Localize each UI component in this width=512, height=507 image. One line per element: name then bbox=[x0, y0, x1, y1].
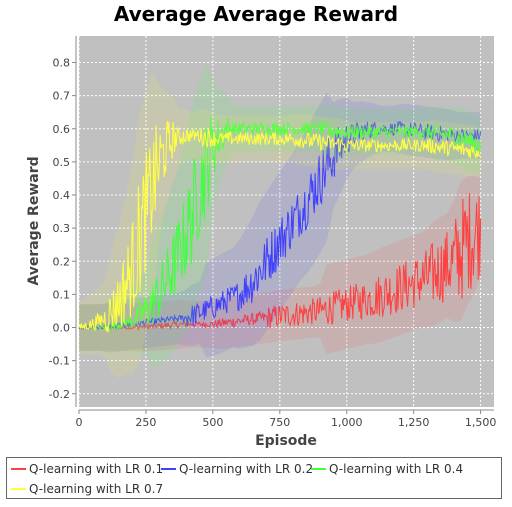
legend-item-lr-0-7: Q-learning with LR 0.7 bbox=[11, 482, 163, 496]
x-tick-label: 750 bbox=[269, 416, 290, 429]
legend-swatch bbox=[11, 487, 26, 490]
x-tick-label: 0 bbox=[76, 416, 83, 429]
y-tick-layer: -0.2 -0.1 0.0 0.1 0.2 0.3 0.4 0.5 0.6 0.7 0.8 bbox=[49, 57, 76, 401]
series-line bbox=[79, 116, 482, 331]
y-tick-label: 0.8 bbox=[53, 57, 71, 70]
legend-item-lr-0-2: Q-learning with LR 0.2 bbox=[161, 462, 313, 476]
y-tick-label: -0.1 bbox=[49, 355, 70, 368]
x-tick-label: 500 bbox=[202, 416, 223, 429]
series-group-q-learning-with-lr-0-2 bbox=[78, 92, 482, 358]
legend-item-lr-0-1: Q-learning with LR 0.1 bbox=[11, 462, 163, 476]
x-tick-label: 1,000 bbox=[331, 416, 363, 429]
legend-label: Q-learning with LR 0.7 bbox=[29, 482, 164, 496]
legend-swatch bbox=[161, 467, 176, 470]
legend-label: Q-learning with LR 0.2 bbox=[179, 462, 314, 476]
x-axis-label: Episode bbox=[255, 433, 317, 449]
y-tick-label: 0.4 bbox=[53, 189, 71, 202]
y-tick-label: -0.2 bbox=[49, 388, 70, 401]
series-band bbox=[79, 175, 481, 354]
y-tick-label: 0.5 bbox=[53, 156, 71, 169]
y-tick-label: 0.3 bbox=[53, 222, 71, 235]
series-line bbox=[78, 121, 482, 331]
series-line bbox=[78, 120, 482, 333]
plot-area bbox=[79, 36, 494, 407]
y-tick-label: 0.1 bbox=[53, 288, 71, 301]
legend-label: Q-learning with LR 0.1 bbox=[29, 462, 164, 476]
x-tick-label: 1,250 bbox=[398, 416, 430, 429]
series-group-q-learning-with-lr-0-1 bbox=[78, 175, 482, 354]
y-tick-label: 0.6 bbox=[53, 123, 71, 136]
series-group-q-learning-with-lr-0-7 bbox=[78, 72, 482, 379]
series-band bbox=[79, 62, 481, 368]
series-band bbox=[79, 92, 481, 358]
y-tick-label: 0.0 bbox=[53, 322, 71, 335]
legend-label: Q-learning with LR 0.4 bbox=[329, 462, 464, 476]
legend: Q-learning with LR 0.1 Q-learning with L… bbox=[6, 457, 502, 499]
legend-swatch bbox=[11, 467, 26, 470]
y-tick-label: 0.2 bbox=[53, 255, 71, 268]
y-tick-label: 0.7 bbox=[53, 90, 71, 103]
x-tick-label: 250 bbox=[135, 416, 156, 429]
series-layer bbox=[78, 62, 482, 379]
legend-swatch bbox=[311, 467, 326, 470]
y-axis-label: Average Reward bbox=[26, 156, 42, 285]
legend-item-lr-0-4: Q-learning with LR 0.4 bbox=[311, 462, 463, 476]
x-tick-layer: 0 250 500 750 1,000 1,250 1,500 bbox=[76, 410, 497, 429]
series-line bbox=[78, 193, 482, 332]
x-tick-label: 1,500 bbox=[465, 416, 497, 429]
chart-title: Average Average Reward bbox=[113, 2, 399, 26]
series-group-q-learning-with-lr-0-4 bbox=[79, 62, 482, 368]
